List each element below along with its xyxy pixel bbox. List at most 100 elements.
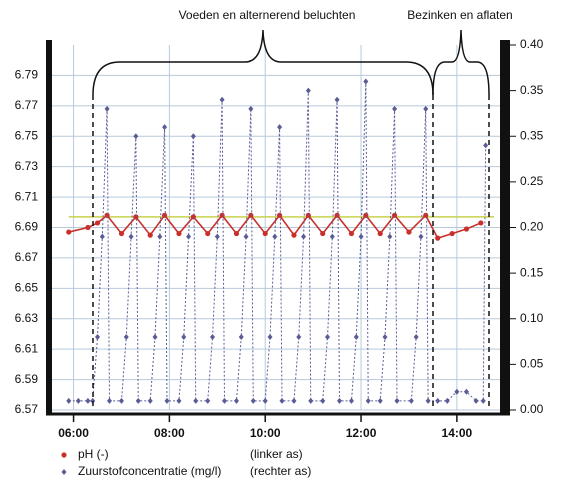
point — [104, 105, 110, 112]
point — [365, 397, 371, 404]
annotation: Bezinken en aflaten — [407, 8, 512, 22]
point — [190, 214, 196, 220]
point — [358, 233, 364, 240]
point — [425, 397, 431, 404]
point — [90, 397, 96, 404]
point — [480, 397, 486, 404]
phase-lines — [92, 95, 490, 410]
point — [320, 397, 326, 404]
point — [305, 212, 311, 218]
point — [276, 212, 283, 218]
point — [478, 220, 484, 226]
point — [305, 87, 311, 94]
point — [291, 397, 297, 404]
point — [190, 133, 196, 140]
point — [329, 233, 335, 240]
point — [214, 233, 220, 240]
point — [106, 397, 112, 404]
brace — [432, 29, 490, 96]
point — [66, 229, 72, 235]
point — [391, 212, 398, 218]
point — [176, 230, 182, 237]
annotation: Voeden en alternerend beluchten — [179, 8, 356, 22]
point — [336, 397, 342, 404]
brace — [92, 29, 434, 96]
y-tick-label: 6.57 — [15, 402, 39, 416]
point — [243, 233, 249, 240]
y2-tick-label: 0.05 — [520, 357, 544, 371]
point — [334, 212, 340, 218]
point — [205, 397, 211, 404]
series-line — [68, 213, 482, 240]
point — [123, 334, 129, 340]
point — [320, 230, 326, 237]
y-tick-label: 6.73 — [15, 159, 39, 173]
y-tick-label: 6.65 — [15, 281, 39, 295]
point — [418, 233, 424, 240]
point — [219, 212, 225, 218]
point — [248, 212, 254, 218]
point — [423, 105, 429, 112]
point — [133, 214, 139, 220]
point — [413, 334, 419, 340]
point — [85, 397, 91, 404]
point — [95, 334, 101, 340]
y2-tick-label: 0.15 — [520, 265, 544, 279]
y-tick-label: 6.77 — [15, 98, 39, 112]
point — [272, 233, 278, 240]
point — [162, 124, 168, 131]
x-tick-label: 06:00 — [58, 426, 89, 440]
point — [210, 334, 216, 340]
point — [99, 233, 105, 240]
point — [219, 96, 225, 103]
y-tick-label: 6.63 — [15, 311, 39, 325]
grid — [52, 45, 500, 411]
y-tick-label: 6.79 — [15, 68, 39, 82]
point — [483, 142, 489, 149]
braces — [92, 29, 490, 96]
point — [181, 334, 187, 340]
point — [449, 230, 455, 237]
x-tick-label: 08:00 — [154, 426, 185, 440]
x-tick-label: 12:00 — [346, 426, 377, 440]
point — [291, 232, 297, 238]
point — [135, 397, 141, 404]
point — [250, 397, 256, 404]
point — [454, 388, 460, 395]
legend: pH (-) (linker as) Zuurstofconcentratie (m… — [61, 447, 311, 478]
point — [296, 334, 302, 340]
point — [267, 334, 273, 340]
point — [377, 230, 383, 237]
point — [463, 388, 469, 395]
x-tick-label: 14:00 — [442, 426, 473, 440]
point — [193, 397, 199, 404]
y-tick-label: 6.69 — [15, 220, 39, 234]
y-tick-label: 6.71 — [15, 189, 39, 203]
y2-tick-label: 0.00 — [520, 402, 544, 416]
point — [363, 78, 369, 85]
point — [377, 397, 383, 404]
right-axis-bar — [500, 40, 510, 415]
point — [444, 397, 450, 404]
point — [248, 105, 254, 112]
point — [104, 212, 110, 218]
point — [164, 397, 170, 404]
point — [128, 233, 134, 240]
point — [301, 233, 307, 240]
legend-axis-note: (linker as) — [250, 447, 303, 461]
legend-label: Zuurstofconcentratie (mg/l) — [78, 464, 221, 478]
point — [262, 230, 268, 237]
point — [348, 230, 355, 237]
point — [277, 124, 283, 131]
point — [221, 397, 227, 404]
point — [161, 212, 168, 218]
point — [118, 397, 124, 404]
point — [94, 220, 101, 226]
point — [353, 334, 359, 340]
point — [392, 105, 398, 112]
point — [387, 233, 393, 240]
point — [262, 397, 268, 404]
point — [348, 397, 354, 404]
y2-tick-label: 0.35 — [520, 128, 544, 142]
